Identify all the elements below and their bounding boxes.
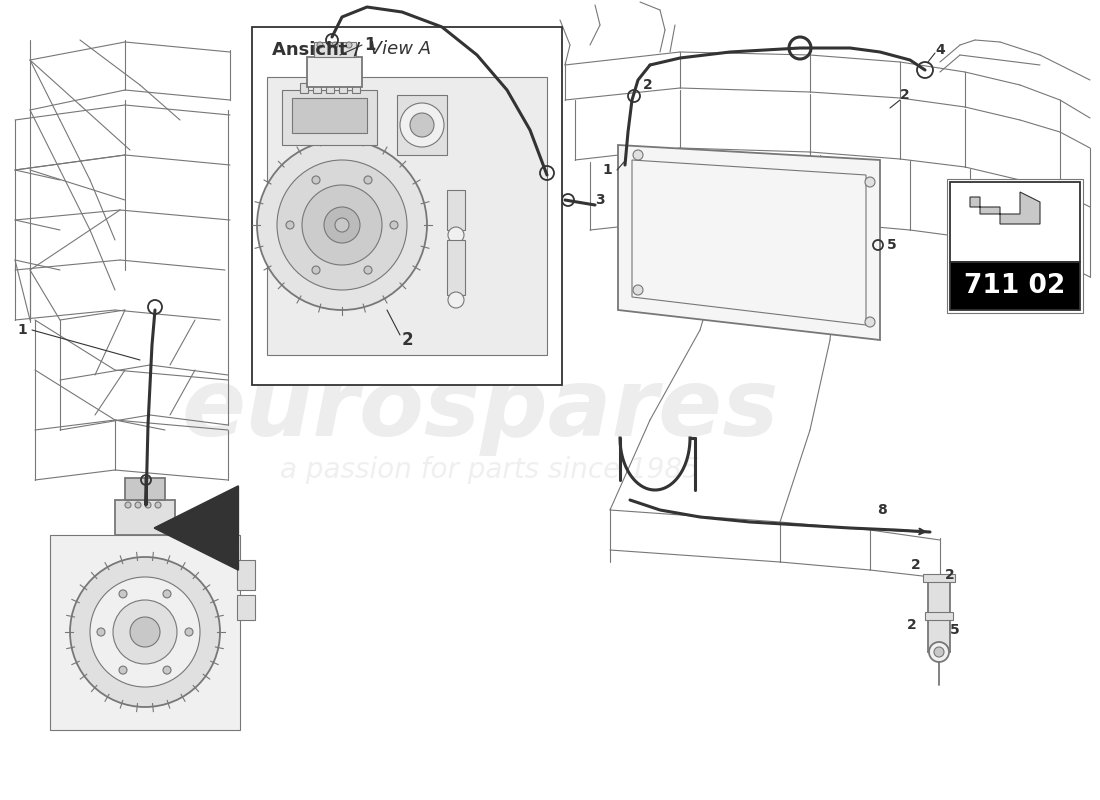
Circle shape <box>317 42 323 48</box>
Circle shape <box>364 266 372 274</box>
Bar <box>236 595 255 620</box>
Text: 1: 1 <box>364 36 376 54</box>
Text: View A: View A <box>364 40 431 58</box>
Bar <box>339 83 346 93</box>
Bar <box>447 190 465 230</box>
Text: 2: 2 <box>900 88 910 102</box>
Circle shape <box>145 502 151 508</box>
Bar <box>925 612 953 620</box>
Circle shape <box>390 221 398 229</box>
Circle shape <box>312 266 320 274</box>
Circle shape <box>865 317 874 327</box>
Bar <box>928 577 950 652</box>
Text: A: A <box>205 521 217 535</box>
Text: 3: 3 <box>595 193 605 207</box>
Circle shape <box>336 218 349 232</box>
Circle shape <box>632 285 644 295</box>
Circle shape <box>324 207 360 243</box>
Circle shape <box>364 176 372 184</box>
Circle shape <box>286 221 294 229</box>
Bar <box>267 77 547 355</box>
Text: 8: 8 <box>877 503 887 517</box>
Bar <box>447 240 465 295</box>
Bar <box>125 478 165 500</box>
Circle shape <box>135 502 141 508</box>
Text: 2: 2 <box>644 78 653 92</box>
Text: 4: 4 <box>935 43 945 57</box>
Bar <box>950 182 1080 262</box>
Text: 1: 1 <box>18 323 26 337</box>
Text: 2: 2 <box>402 331 412 349</box>
Text: 1: 1 <box>602 163 612 177</box>
Text: 5: 5 <box>887 238 896 252</box>
Circle shape <box>125 502 131 508</box>
Circle shape <box>277 160 407 290</box>
Polygon shape <box>50 535 240 730</box>
Text: a passion for parts since 1985: a passion for parts since 1985 <box>280 456 700 484</box>
Text: 2: 2 <box>908 618 917 632</box>
Bar <box>300 83 308 93</box>
Circle shape <box>97 628 104 636</box>
Circle shape <box>400 103 444 147</box>
Circle shape <box>119 590 126 598</box>
Circle shape <box>257 140 427 310</box>
Bar <box>314 83 321 93</box>
Circle shape <box>163 590 170 598</box>
Bar <box>307 57 362 87</box>
Text: 2: 2 <box>945 568 955 582</box>
Circle shape <box>332 42 338 48</box>
Text: Ansicht /: Ansicht / <box>272 40 361 58</box>
Circle shape <box>410 113 435 137</box>
Bar <box>950 262 1080 310</box>
Bar <box>397 95 447 155</box>
Circle shape <box>448 227 464 243</box>
Circle shape <box>163 666 170 674</box>
Bar <box>236 560 255 590</box>
Circle shape <box>90 577 200 687</box>
Circle shape <box>632 150 644 160</box>
Circle shape <box>448 292 464 308</box>
Bar <box>947 179 1084 313</box>
Text: 5: 5 <box>950 623 960 637</box>
Circle shape <box>934 647 944 657</box>
Bar <box>923 574 955 582</box>
Bar <box>352 83 360 93</box>
Circle shape <box>930 642 949 662</box>
Circle shape <box>113 600 177 664</box>
Polygon shape <box>970 192 1040 224</box>
Bar <box>116 500 175 535</box>
Circle shape <box>346 42 352 48</box>
Circle shape <box>130 617 159 647</box>
Circle shape <box>70 557 220 707</box>
Bar <box>282 90 377 145</box>
Bar <box>314 42 356 57</box>
Text: 711 02: 711 02 <box>965 273 1066 299</box>
Circle shape <box>119 666 126 674</box>
Circle shape <box>185 628 192 636</box>
Text: eurospares: eurospares <box>182 364 779 456</box>
Bar <box>252 27 562 385</box>
Circle shape <box>302 185 382 265</box>
Circle shape <box>865 177 874 187</box>
Bar <box>292 98 367 133</box>
Text: 2: 2 <box>911 558 921 572</box>
Circle shape <box>155 502 161 508</box>
Polygon shape <box>618 145 880 340</box>
Bar <box>326 83 334 93</box>
Circle shape <box>312 176 320 184</box>
